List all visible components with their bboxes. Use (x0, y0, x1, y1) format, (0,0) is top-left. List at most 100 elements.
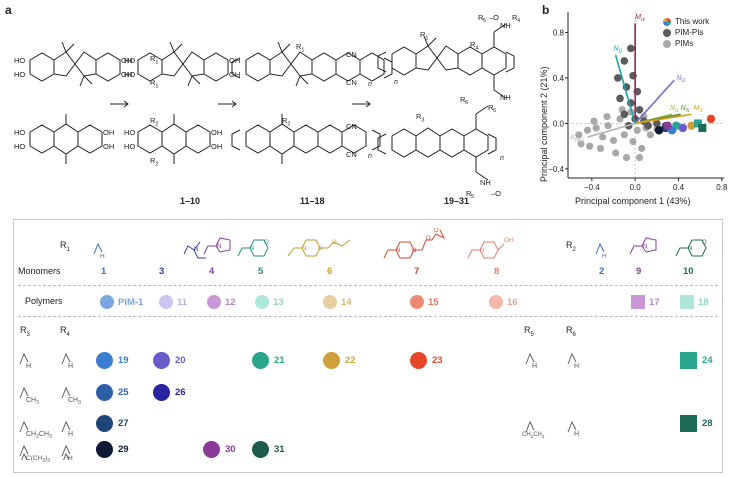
pca-legend: This work PIM-PIs PIMs (663, 16, 709, 49)
product-label: 25 (118, 387, 129, 398)
atom-label: CN (346, 78, 357, 87)
product-label: 20 (175, 355, 186, 366)
stage-label: 11–18 (300, 196, 325, 206)
vector-label: NO (676, 75, 685, 84)
polymer-label: 18 (698, 297, 709, 308)
atom-label: CN (346, 122, 357, 131)
atom-label: NH (500, 21, 511, 30)
polymer-label: 17 (649, 297, 660, 308)
r3-r4-substituents: H H CH3 CH3 CH2CH3 H (19, 352, 81, 460)
product-dot-marker (410, 352, 427, 369)
product-label: 21 (274, 355, 285, 366)
r6-header: R6 (566, 325, 576, 338)
svg-text:N: N (217, 244, 221, 250)
atom-label: HO (124, 142, 135, 151)
y-tick-label: 0.0 (553, 119, 565, 128)
polymer-square-marker (631, 295, 645, 309)
product-label: 22 (345, 355, 356, 366)
monomer-number: 6 (327, 266, 333, 277)
legend-marker (663, 28, 671, 37)
monomer-number: 10 (683, 266, 694, 277)
polymer-dot-marker (159, 295, 173, 309)
pim-pi-point (644, 121, 652, 130)
atom-label: R (512, 13, 518, 22)
svg-text:O: O (332, 240, 337, 246)
x-tick-label: 0.0 (630, 183, 642, 192)
polymer-label: 14 (341, 297, 352, 308)
product-label: 30 (225, 444, 236, 455)
pim-pi-point (620, 110, 629, 119)
svg-text:N: N (250, 246, 254, 252)
loading-vector (587, 122, 636, 138)
r1-substituents: H OH N N NO N NO N NOO N (93, 228, 514, 260)
atom-label: HO (124, 70, 135, 79)
svg-text:CH2CH3: CH2CH3 (522, 432, 545, 439)
pim-point (577, 140, 585, 148)
svg-text:N: N (396, 248, 400, 254)
svg-text:5: 5 (493, 108, 496, 114)
pim-point (596, 144, 605, 153)
pim-point (633, 126, 641, 134)
product-dot-marker (96, 441, 113, 458)
pim-point (599, 133, 607, 141)
pim-point (590, 117, 598, 125)
divider (18, 316, 718, 317)
svg-text:N: N (480, 248, 484, 254)
divider (18, 285, 718, 286)
pim-pi-point (653, 119, 661, 128)
x-tick-label: 0.4 (673, 183, 685, 192)
atom-label: HO (124, 56, 135, 65)
pca-plot: −0.4 0.0 0.4 0.8 0.8 0.4 0.0 −0.4 Mw ND NO NS NN MS AB… (548, 12, 728, 192)
product-dot-marker (96, 415, 113, 432)
this-work-point (678, 123, 688, 133)
atom-label: OH (211, 142, 222, 151)
svg-text:H: H (26, 363, 31, 370)
atom-label: R (460, 95, 466, 104)
polymer-dot-marker (410, 295, 424, 309)
ethanoanthracene-structure (29, 114, 103, 164)
svg-text:H: H (532, 363, 537, 370)
atom-label: OH (103, 142, 114, 151)
svg-text:N: N (318, 246, 322, 252)
r5-header: R5 (524, 325, 534, 338)
r-group-label: R2 (150, 116, 159, 128)
pim-point (646, 131, 654, 139)
pim-pi-point (614, 74, 622, 82)
r-group-label: R3 (416, 112, 425, 124)
monomer-number: 7 (414, 266, 420, 277)
atom-label: HO (14, 70, 25, 79)
atom-label: R (466, 189, 472, 198)
atom-label: R (488, 103, 494, 112)
polymer-dot-marker (489, 295, 503, 309)
atom-label: OH (229, 56, 240, 65)
polymer-label: 12 (225, 297, 236, 308)
pim-pi-point (627, 44, 635, 53)
product-label: 24 (702, 355, 713, 366)
this-work-square (694, 119, 702, 128)
polymers-row-label: Polymers (25, 296, 63, 306)
vector-label: ND (614, 46, 623, 55)
svg-text:H: H (602, 253, 607, 260)
svg-text:CH3: CH3 (68, 397, 81, 406)
svg-text:N: N (302, 246, 306, 252)
product-dot-marker (96, 384, 113, 401)
atom-label: CN (346, 150, 357, 159)
atom-label: OH (103, 128, 114, 137)
atom-label: OH (211, 128, 222, 137)
this-work-point (654, 126, 664, 135)
stage-label: 1–10 (180, 196, 201, 206)
this-work-point (687, 121, 696, 130)
svg-text:n: n (368, 81, 372, 88)
pca-xlabel: Principal component 1 (43%) (575, 196, 691, 206)
svg-text:N: N (643, 244, 647, 250)
pim-pi-point (616, 94, 624, 103)
stage-label: 19–31 (444, 196, 470, 206)
legend-item: This work (663, 16, 709, 27)
svg-text:CH2CH3: CH2CH3 (26, 431, 52, 440)
r-group-label: R1 (420, 30, 429, 42)
pim-point (586, 142, 594, 150)
atom-label: OH (229, 70, 240, 79)
svg-text:n: n (368, 153, 372, 160)
panel-b-letter: b (542, 3, 550, 17)
y-tick-label: 0.8 (553, 28, 565, 37)
